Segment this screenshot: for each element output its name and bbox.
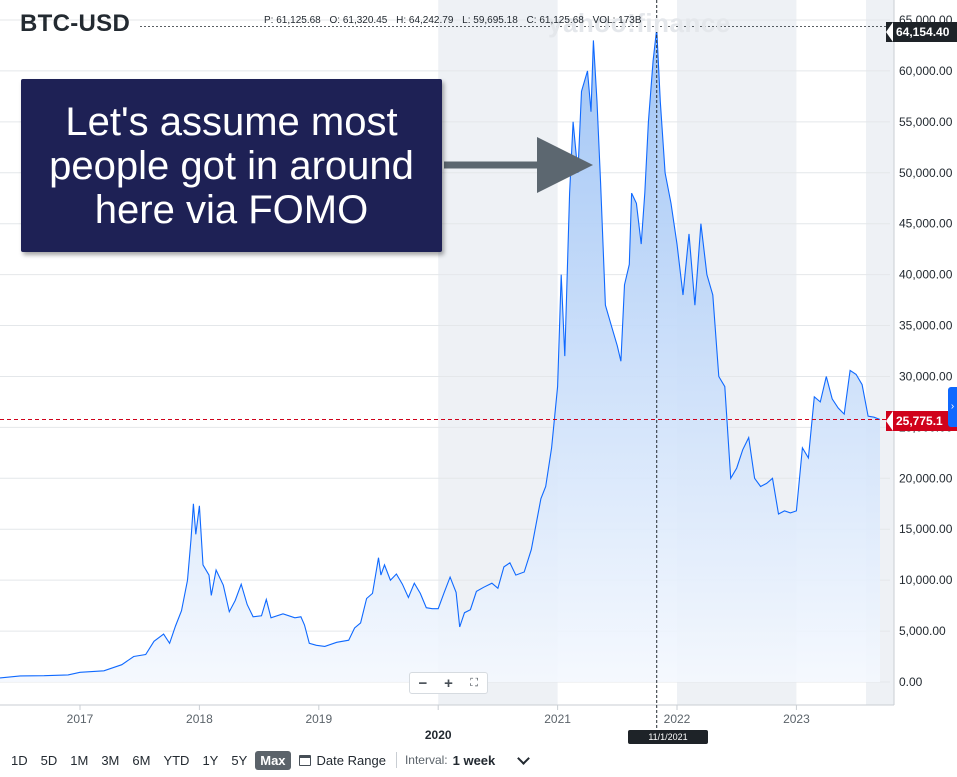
expand-panel-button[interactable]: ›	[948, 387, 957, 427]
hover-date-tag: 11/1/2021	[628, 730, 708, 744]
zoom-in-button[interactable]: +	[444, 674, 453, 692]
y-tick-label: 0.00	[899, 675, 923, 689]
range-5d-button[interactable]: 5D	[40, 752, 58, 768]
date-range-label: Date Range	[316, 752, 386, 768]
y-tick-label: 10,000.00	[899, 573, 953, 587]
callout-text: Let's assume most people got in around h…	[49, 99, 414, 232]
y-tick-label: 45,000.00	[899, 217, 953, 231]
fomo-callout: Let's assume most people got in around h…	[21, 79, 442, 252]
y-tick-label: 50,000.00	[899, 166, 953, 180]
range-selector: 1D 5D 1M 3M 6M YTD 1Y 5Y Max Date Range …	[0, 748, 531, 772]
y-tick-label: 35,000.00	[899, 319, 953, 333]
ohlc-open: O: 61,320.45	[329, 15, 388, 26]
ohlc-volume: VOL: 173B	[592, 15, 642, 26]
y-tick-label: 5,000.00	[899, 624, 946, 638]
x-tick-label: 2019	[305, 712, 332, 726]
interval-selector[interactable]: Interval: 1 week	[404, 751, 531, 768]
y-tick-label: 30,000.00	[899, 369, 953, 383]
y-tick-label: 20,000.00	[899, 471, 953, 485]
price-line	[0, 28, 881, 679]
x-tick-label: 2023	[783, 712, 810, 726]
ohlc-low: L: 59,695.18	[462, 15, 518, 26]
x-tick-label: 2020	[425, 728, 452, 742]
date-range-button[interactable]: Date Range	[298, 752, 386, 768]
ohlc-high: H: 64,242.79	[396, 15, 454, 26]
range-ytd-button[interactable]: YTD	[163, 752, 190, 768]
ohlc-close: C: 61,125.68	[526, 15, 584, 26]
ticker-badge: BTC-USD	[0, 8, 140, 44]
divider	[395, 752, 397, 768]
current-price-tag: 25,775.1	[886, 411, 957, 431]
zoom-out-button[interactable]: −	[418, 674, 428, 692]
range-5y-button[interactable]: 5Y	[231, 752, 248, 768]
range-1d-button[interactable]: 1D	[11, 752, 28, 768]
x-tick-label: 2017	[67, 712, 94, 726]
price-area	[0, 28, 880, 682]
x-tick-label: 2018	[186, 712, 213, 726]
calendar-icon	[298, 754, 311, 766]
range-1y-button[interactable]: 1Y	[202, 752, 219, 768]
x-axis-labels: 2017 2018 2019 2020 2021 2022 2023	[67, 705, 810, 742]
chevron-down-icon[interactable]	[517, 751, 531, 765]
yahoo-finance-watermark: yahoo!finance	[548, 8, 731, 38]
range-1m-button[interactable]: 1M	[70, 752, 89, 768]
ohlc-price: P: 61,125.68	[264, 15, 321, 26]
zoom-controls: − + ⛶	[409, 672, 488, 694]
range-6m-button[interactable]: 6M	[132, 752, 151, 768]
y-axis-labels: 0.005,000.0010,000.0015,000.0020,000.002…	[899, 13, 953, 689]
fullscreen-icon[interactable]: ⛶	[470, 676, 478, 689]
ohlc-readout: P: 61,125.68 O: 61,320.45 H: 64,242.79 L…	[264, 15, 648, 26]
y-tick-label: 40,000.00	[899, 268, 953, 282]
y-tick-label: 60,000.00	[899, 64, 953, 78]
interval-value: 1 week	[452, 752, 496, 768]
x-tick-label: 2022	[664, 712, 691, 726]
y-tick-label: 15,000.00	[899, 522, 953, 536]
year-shading	[438, 0, 894, 705]
range-3m-button[interactable]: 3M	[101, 752, 120, 768]
interval-label: Interval:	[404, 753, 448, 767]
x-tick-label: 2021	[544, 712, 571, 726]
last-price-tag: 64,154.40	[886, 22, 957, 42]
ticker-symbol: BTC-USD	[20, 10, 131, 37]
y-tick-label: 55,000.00	[899, 115, 953, 129]
range-max-button[interactable]: Max	[255, 750, 291, 770]
